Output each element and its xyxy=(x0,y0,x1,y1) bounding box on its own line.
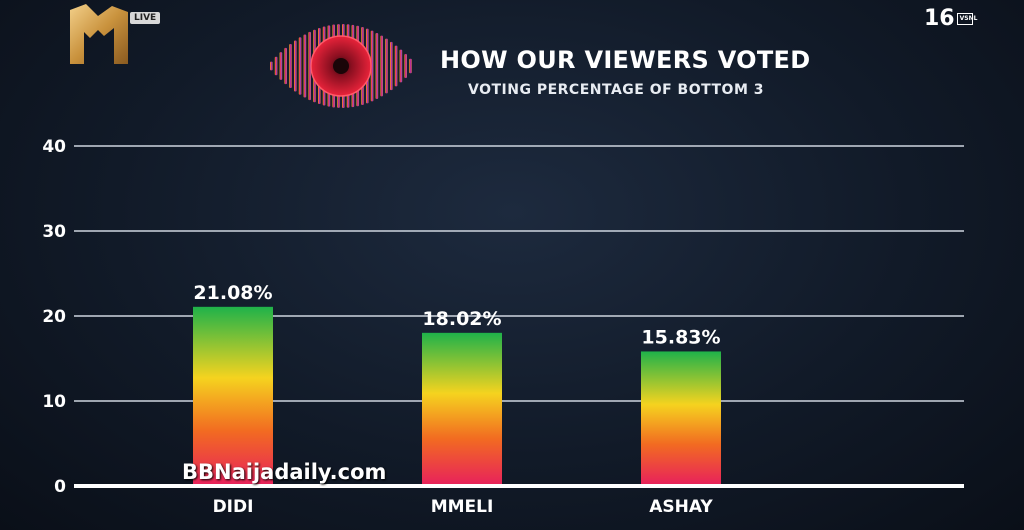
eye-bar xyxy=(390,41,393,91)
eye-bar xyxy=(394,45,398,87)
chart-title: HOW OUR VIEWERS VOTED xyxy=(440,46,811,74)
eye-bar xyxy=(409,58,412,74)
age-rating-number: 16 xyxy=(924,6,955,31)
category-label-ashay: ASHAY xyxy=(649,497,713,517)
value-label-mmeli: 18.02% xyxy=(422,308,501,330)
live-badge: LIVE xyxy=(130,12,161,24)
value-label-ashay: 15.83% xyxy=(641,326,720,348)
eye-bar xyxy=(370,30,374,102)
eye-bar xyxy=(385,38,388,94)
age-rating: 16 VSNL xyxy=(924,6,977,31)
eye-bar xyxy=(380,35,383,97)
eye-bar xyxy=(298,37,302,95)
eye-bar xyxy=(284,47,287,85)
bar-ashay xyxy=(641,351,721,484)
category-label-mmeli: MMELI xyxy=(431,497,494,517)
y-tick-label: 0 xyxy=(54,477,66,497)
eye-bar xyxy=(289,44,292,88)
chart-subtitle: VOTING PERCENTAGE OF BOTTOM 3 xyxy=(468,82,764,98)
eye-bar xyxy=(399,49,403,83)
eye-bar xyxy=(270,61,273,71)
eye-bar xyxy=(294,40,297,92)
watermark: BBNaijadaily.com xyxy=(182,460,387,484)
eye-bar xyxy=(279,52,283,80)
bar-didi xyxy=(193,306,273,484)
age-rating-box: VSNL xyxy=(956,12,977,25)
bar-mmeli xyxy=(422,332,502,484)
value-label-didi: 21.08% xyxy=(193,282,272,304)
y-tick-label: 10 xyxy=(42,392,66,412)
mnet-logo-icon xyxy=(70,4,128,64)
eye-bar xyxy=(303,34,307,98)
eye-bar xyxy=(375,32,379,100)
eye-bar xyxy=(274,56,278,76)
eye-bar xyxy=(308,31,311,101)
category-label-didi: DIDI xyxy=(213,497,254,517)
y-tick-label: 40 xyxy=(42,137,66,157)
y-tick-label: 20 xyxy=(42,307,66,327)
y-tick-label: 30 xyxy=(42,222,66,242)
big-brother-eye-icon xyxy=(270,24,412,108)
eye-bar xyxy=(404,54,407,78)
